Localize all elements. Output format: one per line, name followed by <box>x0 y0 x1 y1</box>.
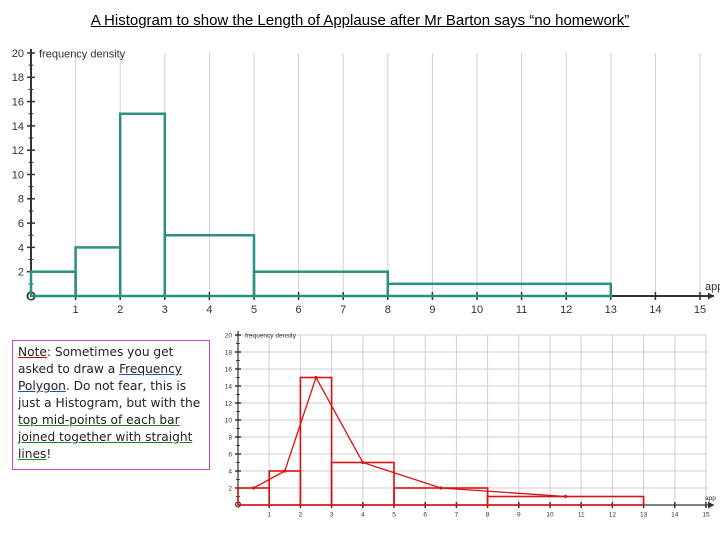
x-tick-label: 5 <box>251 304 257 316</box>
y-axis-label: frequency density <box>39 48 126 60</box>
x-tick-label: 6 <box>296 304 302 316</box>
histogram-bar <box>386 282 613 298</box>
frequency-polygon-point <box>564 494 568 499</box>
y-tick-label: 2 <box>228 485 232 492</box>
frequency-polygon-point <box>252 486 256 490</box>
y-tick-label: 8 <box>18 194 24 206</box>
y-tick-label: 4 <box>18 242 24 254</box>
x-tick-label: 2 <box>117 304 123 316</box>
frequency-polygon-point <box>283 469 287 473</box>
frequency-polygon-line <box>253 375 566 498</box>
note-frequency-polygon-term: Frequency Polygon <box>18 362 183 393</box>
y-tick-label: 6 <box>18 218 24 230</box>
x-tick-label: 10 <box>546 512 554 519</box>
x-tick-label: 4 <box>361 512 365 519</box>
frequency-polygon-point <box>439 486 443 490</box>
x-tick-label: 12 <box>609 512 617 519</box>
x-tick-label: 3 <box>162 304 168 316</box>
frequency-polygon-point <box>361 460 365 465</box>
frequency-polygon-point <box>314 375 318 380</box>
y-tick-label: 10 <box>12 169 24 181</box>
note-sep: : <box>46 345 55 359</box>
x-axis-arrow <box>708 292 714 300</box>
x-tick-label: 15 <box>702 512 710 519</box>
y-axis-label: frequency density <box>245 333 297 340</box>
x-tick-label: 9 <box>517 512 521 519</box>
y-tick-label: 14 <box>225 383 233 390</box>
x-tick-label: 5 <box>392 512 396 519</box>
x-tick-label: 9 <box>429 304 435 316</box>
y-tick-label: 18 <box>12 72 24 84</box>
y-tick-label: 16 <box>225 366 233 373</box>
x-tick-label: 11 <box>516 304 527 316</box>
x-tick-label: 4 <box>206 304 212 316</box>
y-tick-label: 20 <box>12 48 24 60</box>
x-tick-label: 3 <box>330 512 334 519</box>
x-tick-label: 8 <box>385 304 391 316</box>
page-title: A Histogram to show the Length of Applau… <box>90 12 630 29</box>
x-tick-label: 8 <box>486 512 490 519</box>
x-axis-label: app <box>705 495 716 502</box>
note-highlight: top mid-points of each bar joined togeth… <box>18 413 193 461</box>
y-tick-label: 10 <box>225 417 233 424</box>
x-tick-label: 1 <box>267 512 271 519</box>
histogram-bar <box>237 487 271 506</box>
x-tick-label: 14 <box>671 512 679 519</box>
histogram-bar <box>163 234 256 298</box>
x-tick-label: 1 <box>73 304 79 316</box>
x-tick-label: 15 <box>694 304 706 316</box>
note-text-1: Sometimes you get asked to draw a <box>18 345 174 376</box>
x-axis-arrow <box>708 501 714 509</box>
y-tick-label: 4 <box>228 468 232 475</box>
note-text-2: . Do not fear, this is just a Histogram,… <box>18 379 201 410</box>
x-tick-label: 2 <box>299 512 303 519</box>
y-tick-label: 6 <box>228 451 232 458</box>
x-tick-label: 13 <box>640 512 648 519</box>
x-tick-label: 12 <box>560 304 572 316</box>
y-tick-label: 12 <box>12 145 24 157</box>
note-box: Note: Sometimes you get asked to draw a … <box>12 340 210 470</box>
y-tick-label: 18 <box>225 349 233 356</box>
note-end: ! <box>46 447 52 461</box>
x-tick-label: 10 <box>471 304 483 316</box>
histogram-bar <box>118 112 167 298</box>
note-label: Note <box>18 345 47 359</box>
y-tick-label: 14 <box>12 121 24 133</box>
y-tick-label: 12 <box>225 400 233 407</box>
x-tick-label: 13 <box>605 304 617 316</box>
x-tick-label: 11 <box>578 512 585 519</box>
y-tick-label: 16 <box>12 96 24 108</box>
y-tick-label: 2 <box>18 267 24 279</box>
x-tick-label: 7 <box>340 304 346 316</box>
x-tick-label: 14 <box>649 304 661 316</box>
x-axis-label: app <box>705 281 720 293</box>
x-tick-label: 7 <box>455 512 459 519</box>
y-tick-label: 8 <box>228 434 232 441</box>
y-tick-label: 20 <box>225 332 233 339</box>
x-tick-label: 6 <box>423 512 427 519</box>
